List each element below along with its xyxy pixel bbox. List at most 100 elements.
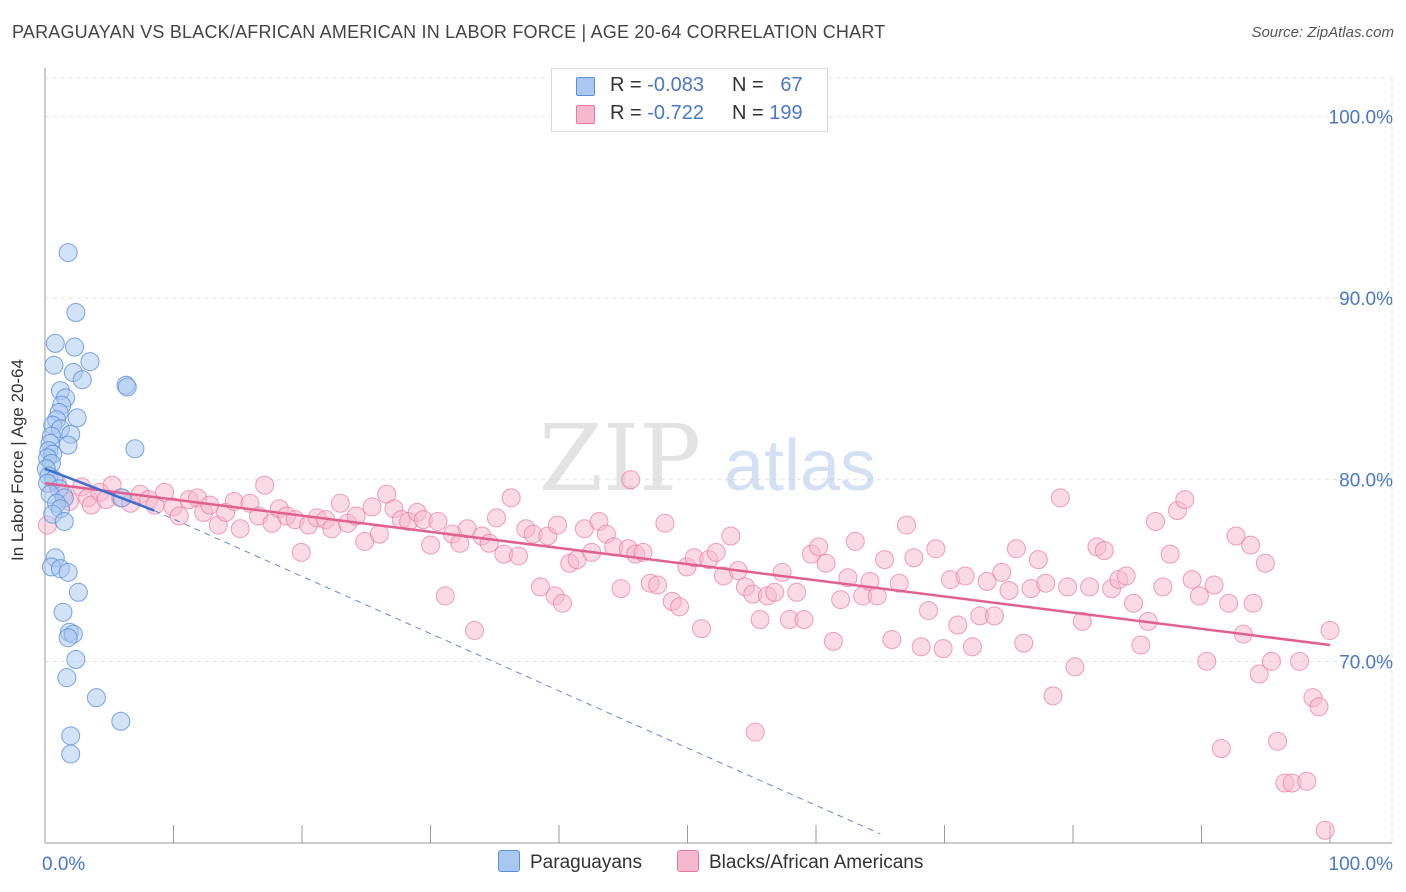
blacks-point-81 [648, 575, 668, 595]
blacks-point-115 [897, 515, 917, 535]
blacks-point-98 [772, 562, 792, 582]
paraguayan-point-4 [44, 355, 64, 375]
blacks-point-82 [655, 513, 675, 533]
gridlines [45, 77, 1393, 843]
blacks-point-162 [1241, 535, 1261, 555]
blacks-point-178 [548, 515, 568, 535]
legend-n-paraguayans: N = 67 [732, 74, 803, 96]
chart-title: PARAGUAYAN VS BLACK/AFRICAN AMERICAN IN … [12, 22, 886, 42]
blacks-point-104 [816, 553, 836, 573]
blacks-point-151 [1160, 544, 1180, 564]
blacks-point-97 [765, 582, 785, 602]
blacks-point-147 [1131, 635, 1151, 655]
bottom-legend-blacks: Blacks/African Americans [677, 850, 923, 874]
blacks-point-58 [479, 533, 499, 553]
blacks-point-142 [1094, 541, 1114, 561]
paraguayan-point-51 [111, 711, 131, 731]
blacks-point-127 [984, 606, 1004, 626]
tick-labels: 70.0% 80.0% 90.0% 100.0% 0.0% 100.0% [42, 107, 1393, 875]
paraguayan-point-7 [72, 370, 92, 390]
paraguayan-point-52 [61, 726, 81, 746]
paraguayan-point-22 [125, 439, 145, 459]
paraguayan-point-9 [117, 377, 137, 397]
blacks-point-158 [1211, 739, 1231, 759]
paraguayan-point-44 [53, 602, 73, 622]
watermark-zip: ZIP [539, 405, 701, 512]
blacks-point-159 [1219, 593, 1239, 613]
paraguayan-point-48 [66, 650, 86, 670]
blacks-point-42 [362, 497, 382, 517]
blacks-points [37, 470, 1340, 840]
paraguayan-point-53 [61, 744, 81, 764]
blacks-trend-line [44, 482, 1331, 647]
blacks-point-176 [621, 470, 641, 490]
blacks-point-33 [291, 542, 311, 562]
blacks-point-130 [1006, 539, 1026, 559]
blacks-point-56 [465, 620, 485, 640]
y-tick-label-1: 80.0% [1339, 471, 1393, 492]
paraguayan-point-2 [45, 333, 65, 353]
blacks-point-138 [1065, 657, 1085, 677]
blacks-point-108 [845, 531, 865, 551]
blacks-point-118 [919, 600, 939, 620]
blacks-point-100 [787, 582, 807, 602]
blacks-point-146 [1124, 593, 1144, 613]
blacks-point-38 [330, 493, 350, 513]
paraguayan-point-49 [57, 668, 77, 688]
blacks-point-28 [255, 475, 275, 495]
bottom-legend-paraguayans: Paraguayans [498, 850, 642, 874]
blacks-point-40 [346, 506, 366, 526]
blacks-point-59 [487, 508, 507, 528]
legend-r-paraguayans: R = -0.083 [610, 74, 704, 96]
blacks-point-170 [1289, 651, 1309, 671]
blacks-point-165 [1255, 553, 1275, 573]
blacks-point-113 [882, 630, 902, 650]
blacks-point-173 [1309, 697, 1329, 717]
blacks-point-167 [1268, 731, 1288, 751]
paraguayan-point-47 [58, 628, 78, 648]
legend-n-blacks: N = 199 [732, 102, 803, 124]
blacks-point-156 [1197, 651, 1217, 671]
blacks-point-164 [1249, 664, 1269, 684]
blacks-point-177 [745, 722, 765, 742]
x-tick-label-1: 100.0% [1329, 854, 1394, 875]
blacks-point-126 [977, 571, 997, 591]
blacks-point-137 [1058, 577, 1078, 597]
blacks-point-117 [911, 637, 931, 657]
paraguayan-points [36, 243, 145, 764]
paraguayan-point-0 [58, 243, 78, 263]
blacks-point-171 [1297, 771, 1317, 791]
blacks-point-157 [1204, 575, 1224, 595]
blacks-point-25 [230, 519, 250, 539]
blacks-point-128 [992, 562, 1012, 582]
legend-swatch-paraguayans [576, 77, 595, 96]
source-label: Source: ZipAtlas.com [1251, 24, 1394, 41]
blacks-point-116 [904, 548, 924, 568]
blacks-point-174 [1315, 820, 1335, 840]
trend-lines [44, 467, 1331, 835]
blacks-point-51 [428, 511, 448, 531]
blacks-point-91 [721, 526, 741, 546]
blacks-point-154 [1182, 570, 1202, 590]
paraguayan-point-3 [65, 337, 85, 357]
y-tick-label-3: 100.0% [1329, 107, 1394, 128]
paraguayan-trend-extended [154, 510, 881, 835]
blacks-point-107 [838, 568, 858, 588]
correlation-legend: R = -0.083 N = 67 R = -0.722 N = 199 [551, 68, 828, 132]
blacks-point-62 [508, 546, 528, 566]
blacks-point-123 [955, 566, 975, 586]
y-tick-label-0: 70.0% [1339, 652, 1393, 673]
blacks-point-175 [1320, 620, 1340, 640]
blacks-point-145 [1116, 566, 1136, 586]
blacks-point-43 [369, 524, 389, 544]
paraguayan-point-50 [86, 688, 106, 708]
paraguayan-point-5 [80, 352, 100, 372]
paraguayan-point-43 [68, 582, 88, 602]
blacks-point-134 [1036, 573, 1056, 593]
blacks-point-114 [889, 573, 909, 593]
blacks-point-61 [501, 488, 521, 508]
blacks-point-101 [794, 610, 814, 630]
x-tick-label-0: 0.0% [42, 854, 85, 875]
blacks-point-106 [831, 590, 851, 610]
